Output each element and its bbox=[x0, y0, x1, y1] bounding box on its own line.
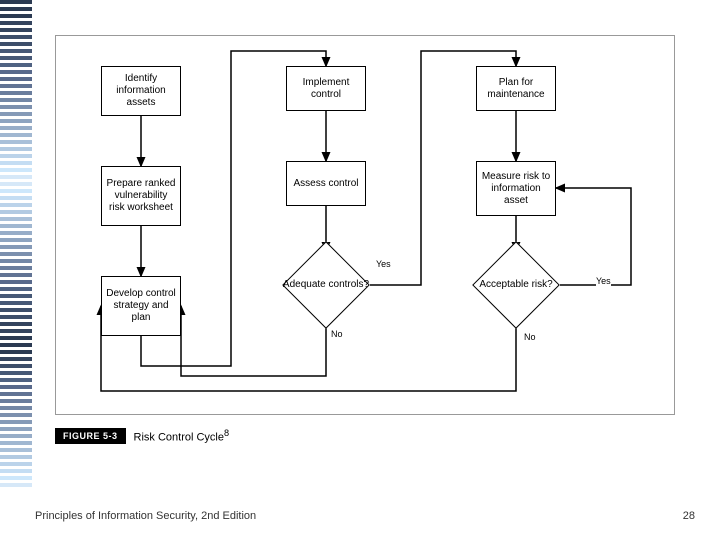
flowchart-node-n7: Plan for maintenance bbox=[476, 66, 556, 111]
flowchart-node-n2: Prepare ranked vulnerability risk worksh… bbox=[101, 166, 181, 226]
edge-label: No bbox=[524, 332, 536, 342]
flowchart-node-n8: Measure risk to information asset bbox=[476, 161, 556, 216]
flowchart-node-n5: Assess control bbox=[286, 161, 366, 206]
edge-label: No bbox=[331, 329, 343, 339]
flowchart-node-n4: Implement control bbox=[286, 66, 366, 111]
flowchart-node-n1: Identify information assets bbox=[101, 66, 181, 116]
flowchart-decision-n6: Adequate controls? bbox=[282, 251, 370, 319]
side-gradient-pattern bbox=[0, 0, 32, 490]
flowchart-frame: Identify information assets Prepare ranke… bbox=[55, 35, 675, 415]
figure-badge: FIGURE 5-3 bbox=[55, 428, 126, 444]
figure-title: Risk Control Cycle8 bbox=[134, 428, 230, 444]
slide-footer: Principles of Information Security, 2nd … bbox=[35, 510, 695, 522]
edge-label: Yes bbox=[376, 259, 391, 269]
flowchart-node-n3: Develop control strategy and plan bbox=[101, 276, 181, 336]
page-number: 28 bbox=[683, 510, 695, 522]
footer-source: Principles of Information Security, 2nd … bbox=[35, 510, 256, 522]
edge-label: Yes bbox=[596, 276, 611, 286]
flowchart-decision-n9: Acceptable risk? bbox=[472, 251, 560, 319]
figure-caption: FIGURE 5-3 Risk Control Cycle8 bbox=[55, 428, 229, 444]
